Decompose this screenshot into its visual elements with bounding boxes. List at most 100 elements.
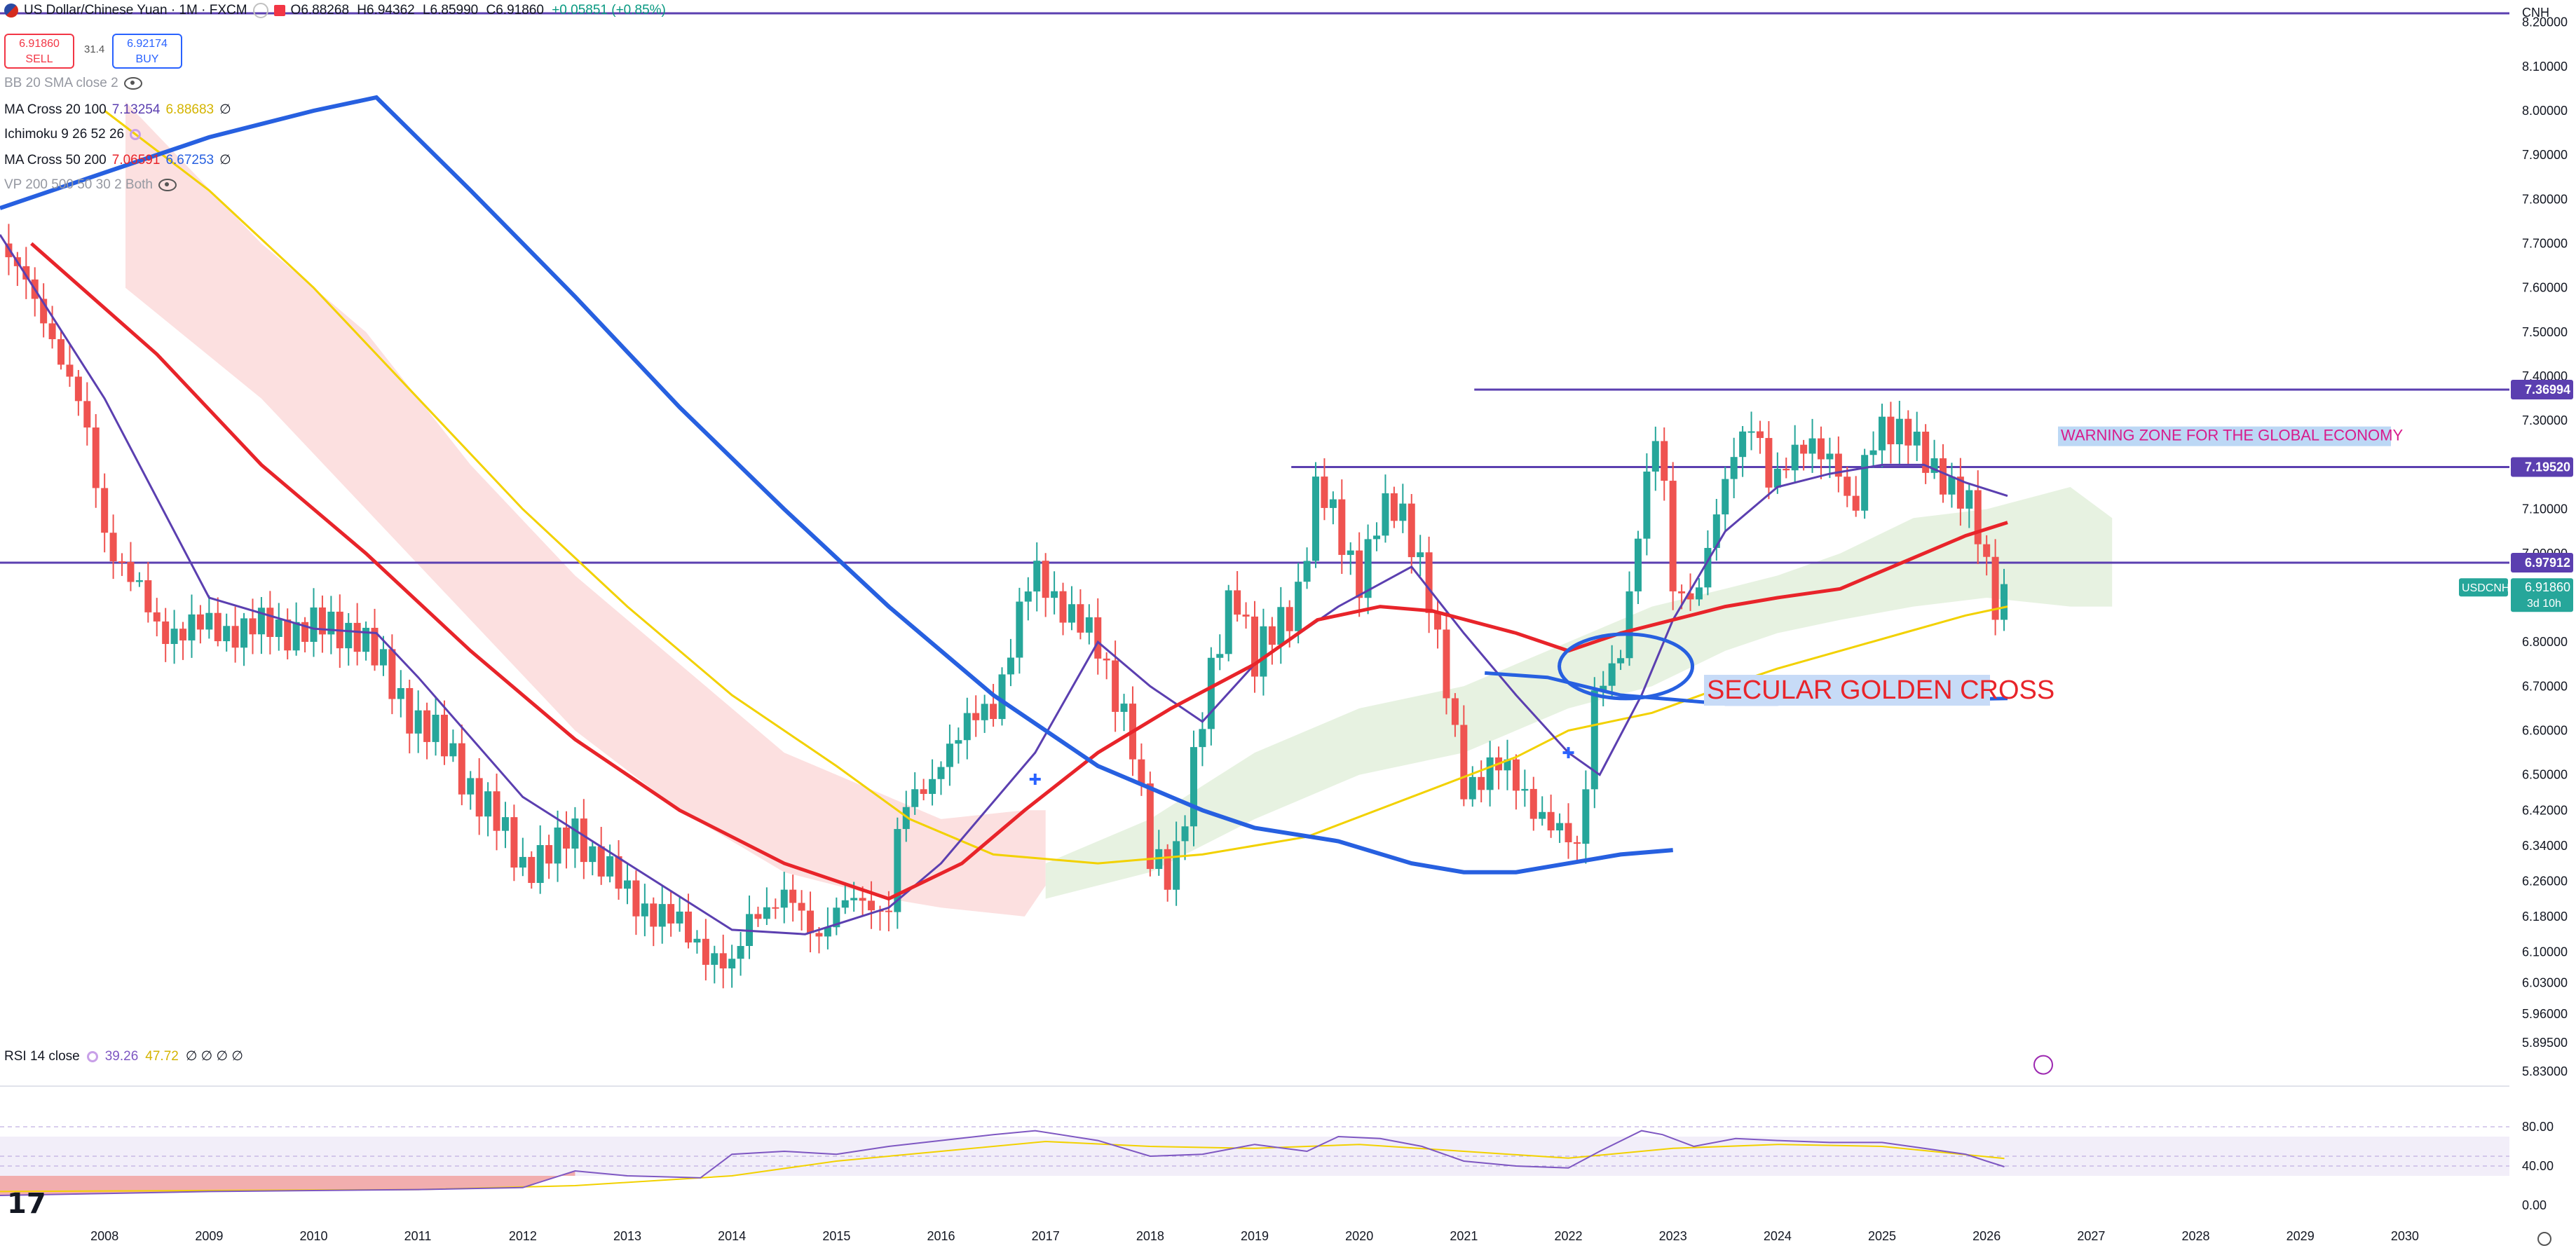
candle-body (1686, 593, 1694, 600)
candle (1059, 582, 1067, 636)
candle-body (1356, 550, 1363, 598)
ichimoku-settings-icon[interactable] (130, 129, 142, 140)
candle (1965, 483, 1973, 528)
candle (127, 542, 135, 591)
candle-body (1940, 458, 1947, 495)
candle-body (1956, 476, 1964, 509)
candle (1312, 462, 1320, 568)
indicator-ma-cross-50-extra: ∅ (219, 153, 231, 167)
candle-body (440, 714, 448, 757)
eye-hidden-icon[interactable] (123, 77, 142, 90)
candle-body (371, 627, 379, 666)
candle (772, 898, 779, 919)
candle (1460, 705, 1468, 807)
candle-body (1808, 438, 1816, 454)
buy-button[interactable]: 6.92174 BUY (112, 34, 182, 69)
time-tick-label: 2022 (1555, 1229, 1583, 1243)
candle (868, 881, 875, 929)
indicator-bb[interactable]: BB 20 SMA close 2 (4, 76, 142, 91)
candle (92, 413, 100, 508)
candle (135, 572, 143, 587)
candle (990, 684, 997, 727)
candle (1600, 671, 1607, 707)
eye-hidden-icon[interactable] (158, 179, 177, 191)
candle-body (667, 904, 675, 924)
indicator-ma-cross-20-100[interactable]: MA Cross 20 100 7.13254 6.88683 ∅ (4, 102, 231, 118)
settings-gear-icon (2537, 1232, 2551, 1246)
candle (493, 774, 500, 851)
candle-body (406, 687, 414, 734)
candle (257, 596, 265, 654)
indicator-ichimoku-name: Ichimoku 9 26 52 26 (4, 127, 125, 142)
candle-body (1826, 453, 1834, 460)
time-tick-label: 2013 (613, 1229, 641, 1243)
sell-button[interactable]: 6.91860 SELL (4, 34, 74, 69)
candle (1260, 608, 1267, 696)
indicator-vp[interactable]: VP 200 500 50 30 2 Both (4, 177, 177, 193)
candle-body (1225, 590, 1232, 654)
candle-body (414, 710, 422, 734)
candle (641, 884, 648, 937)
golden-cross-circle (1558, 632, 1695, 701)
candle (1007, 638, 1014, 687)
time-tick-label: 2023 (1659, 1229, 1687, 1243)
candle-body (1042, 561, 1049, 598)
candle-body (815, 933, 823, 937)
candle (972, 695, 980, 737)
candle (1042, 553, 1049, 617)
hline-price-label: 6.97912 (2525, 556, 2570, 570)
candle (1443, 610, 1450, 715)
candle (746, 895, 754, 959)
candle-body (266, 608, 274, 637)
sell-label: SELL (25, 53, 53, 65)
price-tick-label: 7.30000 (2522, 413, 2568, 427)
rsi-settings-icon[interactable] (86, 1050, 98, 1062)
candle (841, 883, 849, 914)
candle-body (1539, 811, 1546, 819)
candle-body (48, 323, 56, 340)
candle (1068, 586, 1075, 631)
candle-body (606, 856, 614, 877)
symbol-title[interactable]: US Dollar/Chinese Yuan · 1M · FXCM (24, 3, 247, 18)
candle-body (658, 904, 666, 927)
candle-body (1983, 544, 1991, 557)
candle-body (1216, 654, 1224, 658)
price-tick-label: 6.80000 (2522, 635, 2568, 649)
candle (214, 597, 222, 647)
indicator-ma-cross-50-200[interactable]: MA Cross 50 200 7.06591 6.67253 ∅ (4, 152, 231, 168)
candle-body (641, 903, 648, 917)
candle (1094, 598, 1102, 675)
candle (1756, 420, 1764, 454)
candle-body (1007, 657, 1014, 675)
price-tick-label: 7.70000 (2522, 237, 2568, 251)
candle (48, 306, 56, 349)
rsi-legend[interactable]: RSI 14 close 39.26 47.72 ∅ ∅ ∅ ∅ (4, 1048, 243, 1064)
candle (1739, 425, 1747, 477)
candle (162, 608, 170, 662)
candle (807, 891, 815, 952)
candle-body (467, 778, 475, 795)
candle (57, 329, 65, 370)
candle (676, 896, 683, 932)
candle-body (1364, 539, 1372, 598)
candle (1783, 458, 1790, 479)
flag-icon[interactable] (273, 5, 285, 16)
currency-flag-icon (4, 4, 18, 18)
candle (397, 670, 404, 718)
ohlc-high: H6.94362 (357, 3, 415, 18)
candle (1913, 411, 1921, 462)
indicator-ichimoku[interactable]: Ichimoku 9 26 52 26 (4, 127, 142, 142)
candle-body (1895, 418, 1903, 445)
warning-zone-label: WARNING ZONE FOR THE GLOBAL ECONOMY (2061, 427, 2403, 444)
candle-body (1329, 499, 1337, 508)
bar-countdown: 3d 10h (2527, 598, 2561, 610)
candle-body (920, 789, 927, 794)
time-tick-label: 2026 (1972, 1229, 2001, 1243)
candle (458, 725, 465, 806)
candle (467, 771, 475, 810)
candle-body (780, 889, 788, 908)
time-tick-label: 2008 (90, 1229, 118, 1243)
candle (562, 811, 570, 869)
candle (1478, 760, 1485, 803)
